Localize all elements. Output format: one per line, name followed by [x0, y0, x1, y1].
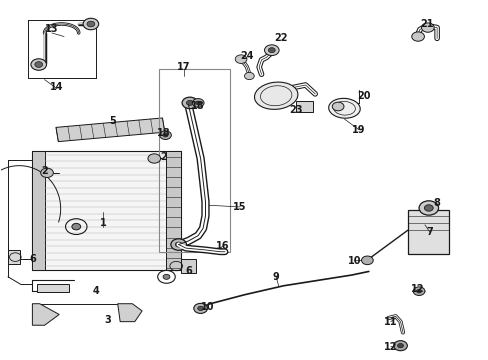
Circle shape — [175, 242, 182, 247]
Circle shape — [170, 239, 186, 250]
Circle shape — [163, 134, 167, 137]
Circle shape — [83, 18, 99, 30]
Bar — [8, 250, 20, 264]
Circle shape — [186, 100, 193, 105]
Circle shape — [421, 23, 433, 32]
Circle shape — [87, 21, 95, 27]
Text: 8: 8 — [433, 198, 440, 208]
Circle shape — [361, 256, 372, 265]
Text: 20: 20 — [357, 91, 370, 101]
Circle shape — [393, 341, 407, 351]
Text: 7: 7 — [426, 227, 432, 237]
Text: 15: 15 — [232, 202, 246, 212]
Bar — [407, 211, 448, 253]
Text: 2: 2 — [161, 152, 167, 162]
Ellipse shape — [328, 98, 360, 118]
Circle shape — [418, 201, 438, 215]
Circle shape — [72, 224, 81, 230]
Text: 18: 18 — [191, 102, 204, 112]
Circle shape — [197, 306, 203, 311]
Circle shape — [192, 99, 203, 107]
Bar — [166, 151, 181, 270]
Circle shape — [41, 168, 53, 177]
Text: 10: 10 — [201, 302, 214, 312]
Text: 12: 12 — [410, 284, 424, 294]
Circle shape — [35, 62, 42, 67]
Text: 11: 11 — [383, 317, 397, 327]
Polygon shape — [32, 304, 59, 325]
Text: 23: 23 — [288, 105, 302, 115]
Circle shape — [195, 101, 200, 105]
Text: 9: 9 — [272, 272, 279, 282]
Text: 17: 17 — [177, 62, 190, 72]
Circle shape — [163, 274, 169, 279]
Circle shape — [148, 154, 160, 163]
Circle shape — [182, 97, 197, 109]
Circle shape — [268, 48, 275, 53]
Text: 6: 6 — [184, 266, 191, 276]
Ellipse shape — [254, 82, 297, 109]
Circle shape — [416, 289, 421, 293]
Bar — [37, 284, 69, 292]
Text: 14: 14 — [50, 82, 63, 92]
Text: 10: 10 — [347, 256, 360, 266]
Text: 2: 2 — [41, 166, 48, 176]
Circle shape — [397, 343, 403, 348]
Text: 22: 22 — [274, 33, 287, 43]
Text: 18: 18 — [157, 129, 170, 138]
Text: 3: 3 — [104, 315, 111, 325]
Circle shape — [235, 55, 246, 63]
Bar — [159, 69, 229, 252]
Circle shape — [264, 45, 279, 55]
Bar — [181, 259, 195, 273]
Circle shape — [424, 205, 432, 211]
Text: 12: 12 — [383, 342, 397, 352]
Text: 6: 6 — [29, 254, 36, 264]
Circle shape — [31, 59, 46, 70]
Bar — [32, 151, 181, 270]
Text: 24: 24 — [240, 51, 253, 61]
Polygon shape — [118, 304, 142, 321]
Text: 16: 16 — [215, 241, 229, 251]
Circle shape — [331, 102, 343, 111]
Text: 1: 1 — [100, 218, 106, 228]
Text: 19: 19 — [352, 125, 365, 135]
Circle shape — [411, 32, 424, 41]
Text: 21: 21 — [420, 19, 433, 29]
Bar — [32, 151, 44, 270]
Text: 13: 13 — [45, 24, 59, 35]
Text: 5: 5 — [109, 116, 116, 126]
Circle shape — [159, 131, 171, 139]
Circle shape — [193, 303, 207, 314]
Bar — [295, 101, 312, 112]
Circle shape — [412, 287, 424, 296]
Circle shape — [244, 72, 254, 80]
Polygon shape — [56, 118, 164, 141]
Text: 4: 4 — [92, 286, 99, 296]
